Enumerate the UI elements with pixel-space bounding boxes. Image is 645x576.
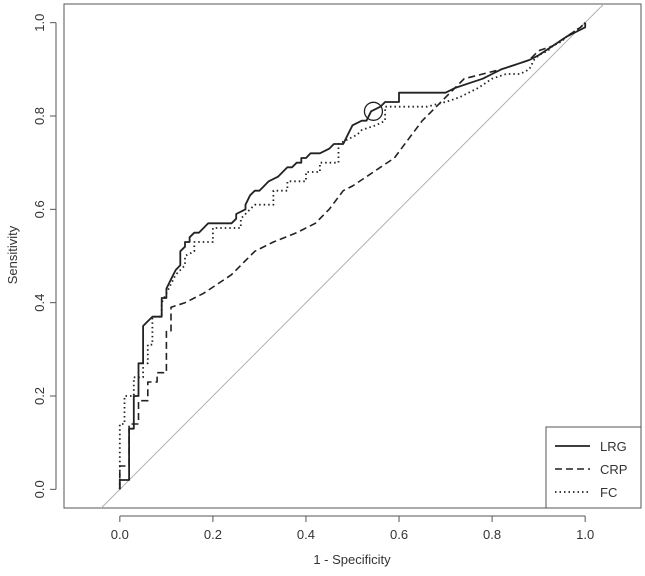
marker-layer	[363, 101, 384, 121]
reference-diagonal-layer	[100, 3, 605, 509]
plot-frame	[63, 3, 642, 509]
legend-label-fc: FC	[600, 485, 617, 500]
y-tick-label: 0.8	[32, 107, 47, 125]
x-tick-label: 1.0	[576, 527, 594, 542]
legend: LRG CRP FC	[545, 426, 642, 509]
legend-label-crp: CRP	[600, 462, 627, 477]
y-tick-label: 0.2	[32, 387, 47, 405]
y-axis: 0.0 0.2 0.4 0.6 0.8 1.0	[32, 14, 57, 498]
x-axis-label: 1 - Specificity	[313, 552, 391, 567]
y-tick-label: 0.6	[32, 200, 47, 218]
y-tick-label: 1.0	[32, 14, 47, 32]
x-tick-label: 0.8	[483, 527, 501, 542]
y-tick-label: 0.4	[32, 294, 47, 312]
series-layer	[118, 22, 587, 490]
x-tick-label: 0.0	[111, 527, 129, 542]
x-tick-label: 0.6	[390, 527, 408, 542]
reference-diagonal-line	[100, 3, 605, 509]
y-axis-label: Sensitivity	[5, 225, 20, 284]
y-tick-label: 0.0	[32, 480, 47, 498]
legend-label-lrg: LRG	[600, 439, 627, 454]
optimal-cutoff-marker	[363, 101, 384, 121]
x-axis: 0.0 0.2 0.4 0.6 0.8 1.0	[111, 515, 594, 542]
x-tick-label: 0.2	[204, 527, 222, 542]
series-line-fc	[118, 22, 586, 490]
series-line-lrg	[118, 22, 587, 490]
series-line-crp	[119, 22, 586, 490]
legend-box	[545, 426, 642, 509]
x-tick-label: 0.4	[297, 527, 315, 542]
